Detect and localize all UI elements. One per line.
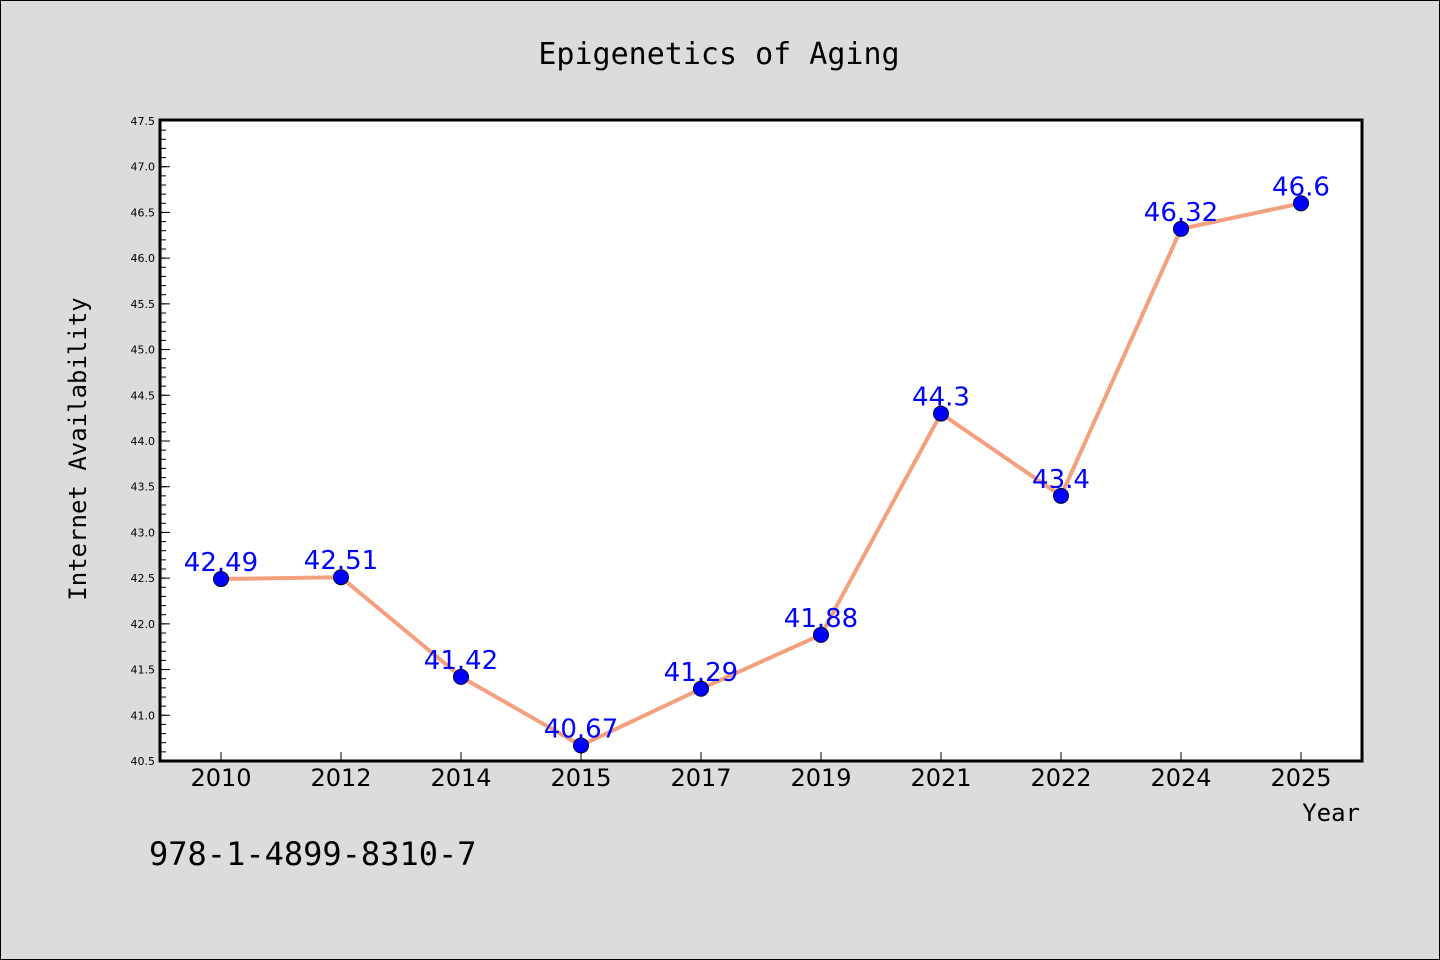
y-tick-label: 46.5 [131,206,156,219]
x-axis-title: Year [1302,799,1360,827]
data-label: 42.51 [304,546,378,576]
y-axis-title: Internet Availability [64,297,92,600]
x-tick-label: 2021 [910,764,971,792]
data-label: 40.67 [544,714,618,744]
plot-area [158,118,1364,763]
y-tick-label: 47.5 [131,115,156,128]
y-tick-label: 43.0 [131,526,156,539]
series-line-group [220,201,1302,748]
data-point [213,571,229,588]
data-label: 43.4 [1032,465,1090,495]
data-point [1173,220,1189,237]
data-point [453,668,469,685]
data-label: 41.29 [664,658,738,688]
x-axis: 2010 2012 2014 2015 2017 2019 2021 2022 2024 2025 [190,752,1332,792]
x-tick-label: 2025 [1270,764,1331,792]
y-tick-label: 45.0 [131,344,156,357]
x-tick-label: 2019 [790,764,851,792]
data-label: 46.32 [1144,198,1218,228]
x-tick-label: 2014 [430,764,491,792]
y-axis: 40.5 41.0 41.5 42.0 42.5 43.0 43.5 44.0 44.5 45.0… [131,115,170,768]
y-tick-label: 45.5 [131,298,156,311]
x-tick-label: 2012 [310,764,371,792]
data-point [693,680,709,697]
x-tick-label: 2017 [670,764,731,792]
data-label: 41.42 [424,646,498,676]
data-point [1053,487,1069,504]
x-tick-label: 2015 [550,764,611,792]
x-tick-label: 2024 [1150,764,1211,792]
data-label: 46.6 [1272,172,1330,202]
data-point [573,737,589,754]
x-tick-label: 2022 [1030,764,1091,792]
data-point [333,569,349,586]
y-tick-label: 41.0 [131,709,156,722]
series-line [220,201,1302,748]
y-tick-label: 42.5 [131,572,156,585]
x-tick-label: 2010 [190,764,251,792]
data-markers [213,195,1309,754]
data-label: 42.49 [184,548,258,578]
data-point [1293,195,1309,212]
isbn-label: 978-1-4899-8310-7 [149,835,477,873]
chart-title: Epigenetics of Aging [538,37,899,72]
data-labels: 42.49 42.51 41.42 40.67 41.29 41.88 44.3 43.4 46… [184,172,1330,744]
data-point [933,405,949,422]
y-tick-label: 47.0 [131,161,156,174]
data-label: 44.3 [912,383,970,413]
y-tick-label: 42.0 [131,618,156,631]
y-tick-label: 43.5 [131,481,156,494]
y-tick-label: 44.5 [131,389,156,402]
data-label: 41.88 [784,604,858,634]
y-tick-label: 40.5 [131,755,156,768]
y-tick-label: 41.5 [131,664,156,677]
y-tick-label: 44.0 [131,435,156,448]
y-tick-label: 46.0 [131,252,156,265]
data-point [813,626,829,643]
